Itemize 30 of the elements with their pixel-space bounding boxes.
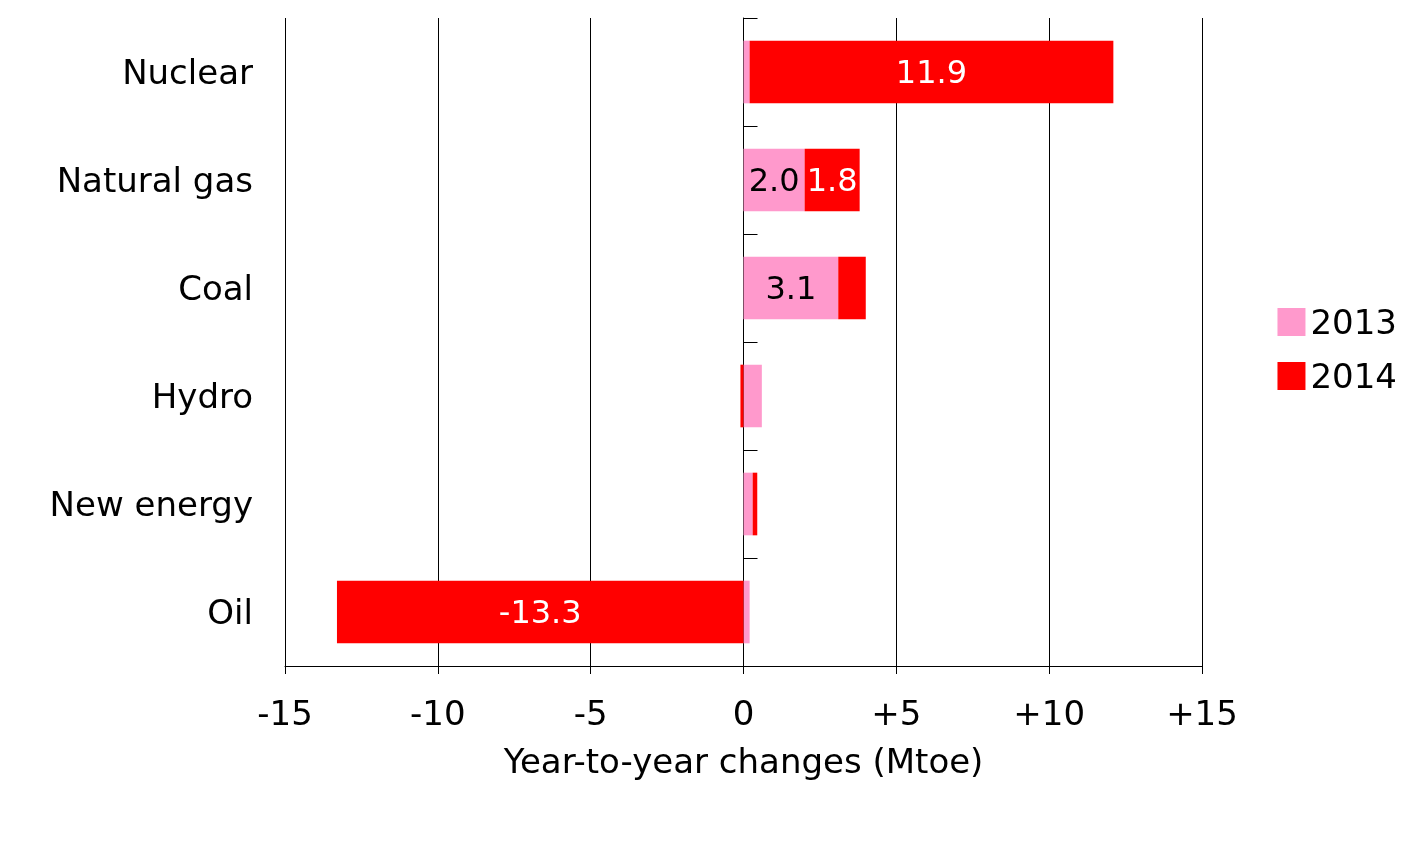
x-axis-title: Year-to-year changes (Mtoe) xyxy=(502,741,984,781)
x-tick-label: 0 xyxy=(732,693,755,733)
x-tick-label: -15 xyxy=(257,693,313,733)
data-label: 1.8 xyxy=(806,161,858,199)
data-label: 11.9 xyxy=(895,53,968,91)
x-tick-label: +15 xyxy=(1166,693,1238,733)
bar xyxy=(743,40,750,104)
y-tick-label: Nuclear xyxy=(122,52,254,92)
y-tick-label: Coal xyxy=(178,268,253,308)
bar xyxy=(740,364,744,428)
y-tick-label: Natural gas xyxy=(56,160,253,200)
bar xyxy=(749,40,1114,104)
data-label: 2.0 xyxy=(748,161,800,199)
legend-label: 2013 xyxy=(1310,302,1397,342)
legend-label: 2014 xyxy=(1310,356,1397,396)
x-tick-label: -5 xyxy=(573,693,608,733)
x-tick-label: +5 xyxy=(871,693,922,733)
x-tick-label: -10 xyxy=(410,693,466,733)
data-label: 3.1 xyxy=(765,269,817,307)
data-label: -13.3 xyxy=(498,593,582,631)
bar xyxy=(743,580,750,644)
bar xyxy=(743,364,762,428)
y-tick-label: Hydro xyxy=(151,376,253,416)
bar xyxy=(838,256,866,320)
bar xyxy=(336,580,744,644)
bar xyxy=(743,256,839,320)
y-tick-label: New energy xyxy=(49,484,253,524)
y-tick-label: Oil xyxy=(207,592,253,632)
x-tick-label: +10 xyxy=(1013,693,1086,733)
bar xyxy=(743,472,753,536)
